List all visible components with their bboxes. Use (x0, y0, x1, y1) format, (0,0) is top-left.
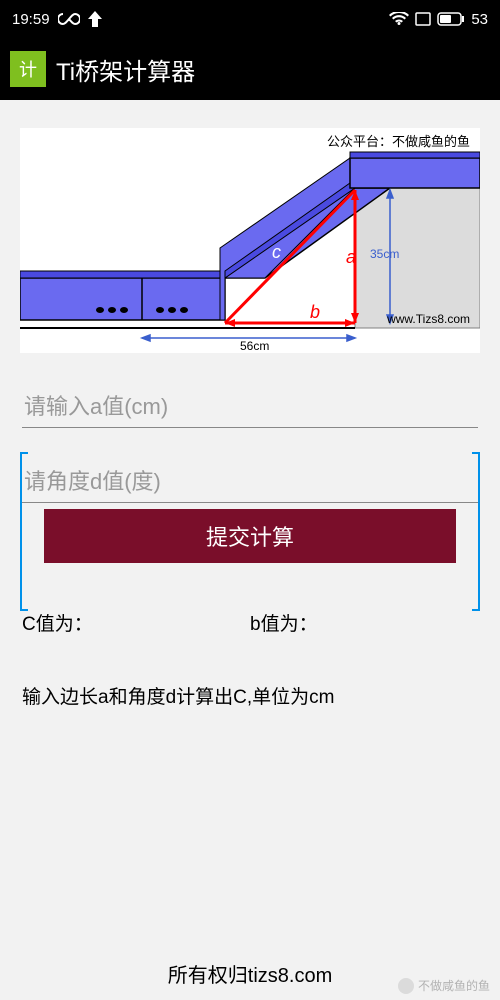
status-bar: 19:59 53 (0, 0, 500, 38)
watermark-text: 不做咸鱼的鱼 (418, 977, 490, 994)
wifi-icon (389, 12, 409, 26)
svg-text:c: c (272, 242, 281, 262)
result-c-label: C值为： (22, 609, 250, 636)
app-title: Ti桥架计算器 (56, 52, 195, 87)
input-d-placeholder: 请角度d值(度) (24, 469, 161, 494)
bridge-diagram: 公众平台：不做咸鱼的鱼 (20, 128, 480, 353)
battery-level: 53 (471, 11, 488, 28)
status-time: 19:59 (12, 11, 50, 28)
watermark-icon (398, 978, 414, 994)
notification-icon (88, 11, 102, 27)
submit-label: 提交计算 (206, 520, 294, 552)
submit-button[interactable]: 提交计算 (44, 509, 456, 563)
results-row: C值为： b值为： (22, 609, 478, 636)
app-icon: 计 (10, 51, 46, 87)
input-a[interactable]: 请输入a值(cm) (22, 383, 478, 428)
infinity-icon (58, 12, 80, 26)
result-b-label: b值为： (250, 609, 478, 636)
input-a-placeholder: 请输入a值(cm) (24, 394, 168, 419)
diagram-caption: 公众平台：不做咸鱼的鱼 (327, 134, 470, 149)
watermark: 不做咸鱼的鱼 (398, 977, 490, 994)
content: 公众平台：不做咸鱼的鱼 (0, 100, 500, 1000)
app-header: 计 Ti桥架计算器 (0, 38, 500, 100)
svg-text:56cm: 56cm (240, 339, 269, 353)
cellular-icon (415, 12, 431, 26)
svg-text:a: a (346, 247, 356, 267)
svg-text:b: b (310, 302, 320, 322)
svg-text:35cm: 35cm (370, 247, 399, 261)
input-d[interactable]: 请角度d值(度) (22, 458, 478, 503)
svg-text:www.Tizs8.com: www.Tizs8.com (386, 312, 470, 326)
instruction-text: 输入边长a和角度d计算出C,单位为cm (22, 682, 478, 709)
battery-icon (437, 12, 465, 26)
